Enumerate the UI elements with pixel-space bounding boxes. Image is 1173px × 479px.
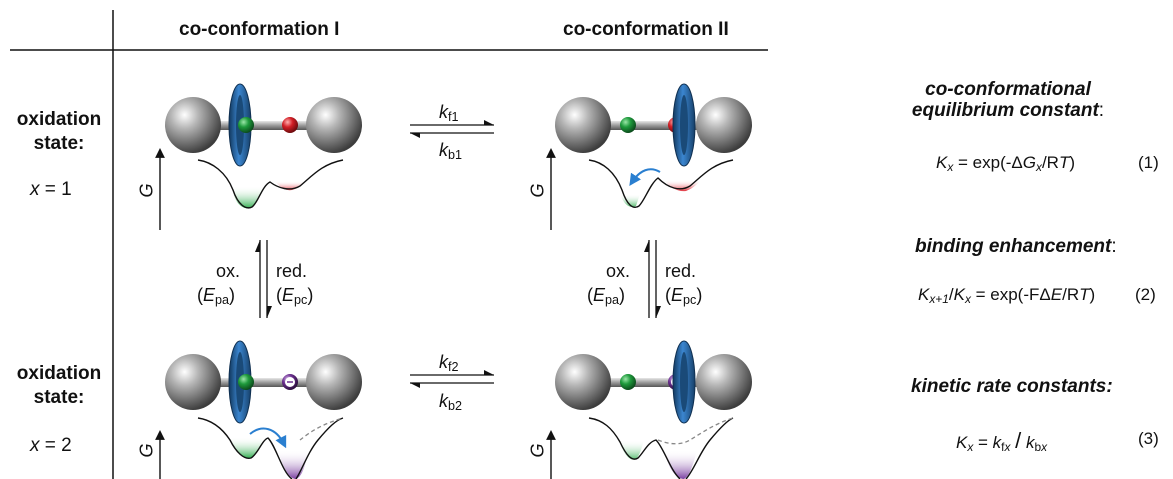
epc-label-right: (Epc) (665, 285, 703, 308)
eq1-title-line1: co-conformational (925, 79, 1091, 100)
row1-x-value: x = 1 (30, 179, 72, 200)
redox-arrows-right (644, 240, 661, 318)
eq1-number: (1) (1138, 153, 1159, 172)
eq3-title: kinetic rate constants: (911, 376, 1113, 397)
energy-profile-1-2 (155, 417, 344, 479)
eq2-number: (2) (1135, 285, 1156, 304)
g-axis-label-1-2: G (136, 443, 157, 458)
ox-label-right: ox. (606, 261, 631, 281)
header-co-conformation-1: co-conformation I (179, 19, 340, 40)
shuttle-arrow-1 (629, 168, 661, 186)
rate-arrows-1 (410, 120, 494, 138)
epc-label-left: (Epc) (276, 285, 314, 308)
energy-profile-1-1 (155, 148, 344, 230)
rate-kf2: kf2 (439, 352, 459, 375)
rate-kb1: kb1 (439, 140, 463, 163)
energy-profile-2-2 (546, 417, 734, 479)
row2-label-line2: state: (33, 387, 85, 408)
row2-x-value: x = 2 (30, 435, 72, 456)
epa-label-right: (Epa) (587, 285, 626, 308)
header-co-conformation-2: co-conformation II (563, 19, 729, 40)
epa-label-left: (Epa) (197, 285, 236, 308)
rotaxane-2-1 (555, 83, 752, 167)
g-axis-label-1-1: G (136, 183, 157, 198)
eq1-title-line2: equilibrium constant: (911, 100, 1105, 121)
eq1-formula: Kx = exp(-ΔGx/RT) (936, 153, 1076, 174)
g-axis-label-2-2: G (527, 443, 548, 458)
rate-kf1: kf1 (439, 102, 459, 125)
red-label-left: red. (276, 261, 308, 281)
redox-arrows-left (255, 240, 272, 318)
ox-label-left: ox. (216, 261, 241, 281)
eq2-formula: Kx+1/Kx = exp(-FΔE/RT) (918, 285, 1096, 306)
row1-label-line2: state: (33, 133, 85, 154)
rate-arrows-2 (410, 370, 494, 388)
eq2-title: binding enhancement: (915, 236, 1117, 257)
energy-profile-2-1 (546, 148, 734, 230)
eq3-number: (3) (1138, 429, 1159, 448)
red-label-right: red. (665, 261, 697, 281)
shuttle-arrow-2 (249, 427, 287, 449)
row1-label-line1: oxidation (16, 109, 102, 130)
rotaxane-2-2 (555, 340, 752, 424)
rate-kb2: kb2 (439, 391, 463, 414)
rotaxane-1-2 (165, 340, 362, 424)
g-axis-label-2-1: G (527, 183, 548, 198)
eq3-formula: Kx = kfx / kbx (956, 428, 1048, 454)
rotaxane-1-1 (165, 83, 362, 167)
row2-label-line1: oxidation (16, 363, 102, 384)
